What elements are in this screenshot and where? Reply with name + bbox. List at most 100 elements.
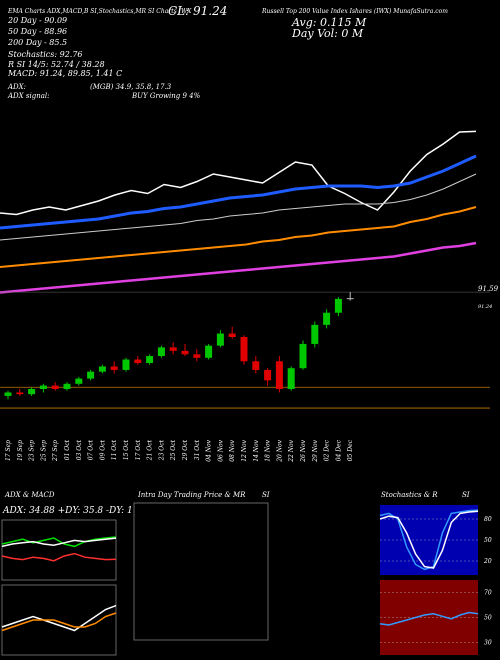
x-tick-label: 18 Nov [265,439,272,461]
y-tick-label: 70 [484,590,492,597]
x-tick-label: 17 Sep [5,440,12,461]
candle-body [193,354,201,358]
candle-body [334,298,342,313]
price-label: 91.59 [478,285,499,293]
candle-body [28,389,36,395]
candle-body [157,347,165,357]
y-tick-label: 30 [484,640,492,647]
annotation: Stochastics: 92.76 [8,50,83,59]
candle-body [87,371,95,379]
x-tick-label: 29 Oct [182,439,189,461]
series-line [1,612,117,632]
x-tick-label: 15 Oct [123,439,130,460]
x-tick-label: 19 Sep [17,440,24,461]
annotation: R SI 14/5: 52.74 / 38.28 [7,60,105,69]
candle-body [98,366,106,372]
annotation: MACD: 91.24, 89.85, 1.41 C [7,69,122,78]
annotation: 20 Day - 90.09 [7,16,67,25]
panel-background [1,584,117,656]
panel-background [133,502,269,641]
candle-body [205,345,213,358]
panel-background [1,519,117,581]
series-line [1,552,117,562]
candle-body [51,385,59,389]
candle-body [122,359,130,370]
annotation: Russell Top 200 Value Index Ishares (IWX… [261,8,448,15]
y-tick-label: 50 [484,615,492,622]
candle-body [311,324,319,344]
series-line [0,241,477,294]
x-tick-label: 21 Oct [147,439,154,461]
x-tick-label: 02 Dec [324,439,331,461]
x-tick-label: 23 Oct [158,439,165,461]
series-line [1,604,117,632]
candle-body [75,378,83,384]
x-tick-label: 25 Oct [170,439,177,461]
panel-title: Stochastics & R [381,491,438,499]
candle-body [216,333,224,346]
series-line [0,173,477,241]
candle-body [228,333,236,337]
candle-body [4,392,12,396]
annotation: ADX signal: [7,92,49,100]
y-tick-label: 80 [484,516,492,523]
x-tick-label: 05 Dec [347,439,354,461]
x-tick-label: 09 Oct [99,439,106,460]
panel-title: Intra Day Trading Price & MR [137,491,246,499]
candle-body [299,343,307,369]
candle-body [39,385,47,389]
annotation: Avg: 0.115 M [291,16,367,29]
candle-body [275,361,283,389]
x-tick-label: 23 Sep [29,440,36,462]
x-tick-label: 22 Nov [288,439,295,462]
annotation: ADX: 34.88 +DY: 35.8 -DY: 17.28 [2,506,153,516]
candle-body [146,356,154,363]
y-tick-label: 20 [483,558,492,565]
annotation: ADX: [7,83,26,91]
candle-body [134,359,142,363]
annotation: (MGB) 34.9, 35.8, 17.3 [90,83,172,91]
x-tick-label: 20 Nov [276,439,283,462]
x-tick-label: 11 Oct [111,439,118,460]
x-tick-label: 29 Nov [312,439,319,462]
x-tick-label: 17 Oct [135,439,142,460]
series-line [0,154,477,230]
x-tick-label: 03 Oct [76,439,83,460]
x-tick-label: 06 Nov [217,439,224,461]
x-tick-label: 26 Nov [300,439,307,462]
series-line [0,130,477,216]
x-tick-label: 14 Nov [253,439,260,461]
panel-subtitle: SI [262,491,270,499]
series-line [1,537,117,548]
candle-body [63,383,71,389]
candle-body [287,368,295,389]
candle-body [264,369,272,381]
panel-title: ADX & MACD [4,491,55,499]
series-line [0,206,477,268]
candle-body [252,361,260,370]
x-tick-label: 07 Oct [88,439,95,460]
annotation: Day Vol: 0 M [291,27,364,40]
series-line [379,611,479,626]
candle-body [110,366,118,370]
candle-body [16,392,24,395]
annotation: 200 Day - 85.5 [7,38,67,47]
series-line [379,510,479,569]
x-tick-label: 31 Oct [194,439,201,460]
annotation: BUY Growing 9 4% [131,92,201,100]
candle-body [240,337,248,362]
annotation: 50 Day - 88.96 [8,27,67,36]
candle-body [323,312,331,325]
x-tick-label: 25 Sep [40,440,47,462]
candle-body [181,350,189,355]
annotation: EMA Charts ADX,MACD,B SI,Stochastics,MR … [7,8,192,15]
series-line [1,536,117,548]
annotation: CL: 91.24 [168,4,227,18]
candle-body [169,347,177,351]
x-tick-label: 04 Dec [335,439,342,461]
panel-subtitle: SI [462,491,470,499]
y-tick-label: 50 [484,537,492,544]
price-label: 91.24 [478,304,492,310]
